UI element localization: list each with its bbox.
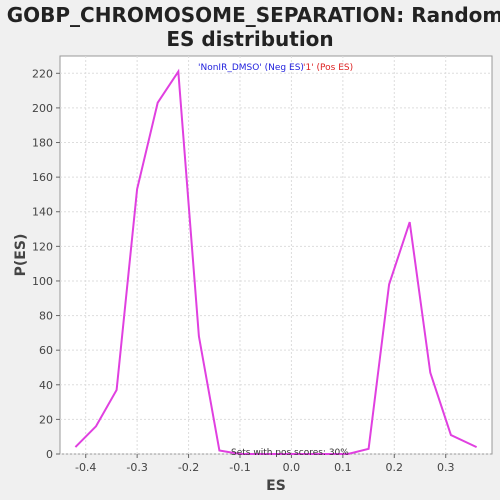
x-tick-label-5: 0.1 (334, 461, 352, 474)
pos-scores-annotation: Sets with pos scores: 30% (231, 448, 349, 458)
plot-area (59, 55, 493, 455)
y-tick-label-10: 200 (32, 102, 53, 115)
x-tick-label-2: -0.2 (178, 461, 199, 474)
x-tick-label-7: 0.3 (437, 461, 455, 474)
chart-title-line1: GOBP_CHROMOSOME_SEPARATION: Random (7, 3, 500, 27)
y-tick-label-9: 180 (32, 137, 53, 150)
x-tick-label-1: -0.3 (126, 461, 147, 474)
series-line (74, 68, 478, 455)
y-tick-label-2: 40 (39, 379, 53, 392)
x-tick-label-6: 0.2 (386, 461, 404, 474)
y-tick-label-3: 60 (39, 344, 53, 357)
y-tick-label-7: 140 (32, 206, 53, 219)
legend-neg-es: 'NonIR_DMSO' (Neg ES) (198, 63, 304, 73)
x-tick-label-0: -0.4 (75, 461, 96, 474)
y-axis-label: P(ES) (13, 234, 29, 277)
grid-lines (60, 56, 492, 455)
x-tick-label-4: 0.0 (283, 461, 301, 474)
x-axis-label: ES (266, 478, 286, 494)
legend-pos-es: '1' (Pos ES) (303, 63, 353, 73)
chart-title-line2: ES distribution (166, 27, 333, 51)
y-tick-label-0: 0 (46, 448, 53, 461)
y-tick-label-6: 120 (32, 240, 53, 253)
y-tick-label-8: 160 (32, 171, 53, 184)
y-tick-label-11: 220 (32, 67, 53, 80)
y-tick-label-4: 80 (39, 310, 53, 323)
x-tick-label-3: -0.1 (229, 461, 250, 474)
y-tick-label-1: 20 (39, 413, 53, 426)
axis-ticks: -0.4 -0.3 -0.2 -0.1 0.0 0.1 0.2 0.3 0 20 40 60 80 100… (32, 67, 454, 474)
y-tick-label-5: 100 (32, 275, 53, 288)
